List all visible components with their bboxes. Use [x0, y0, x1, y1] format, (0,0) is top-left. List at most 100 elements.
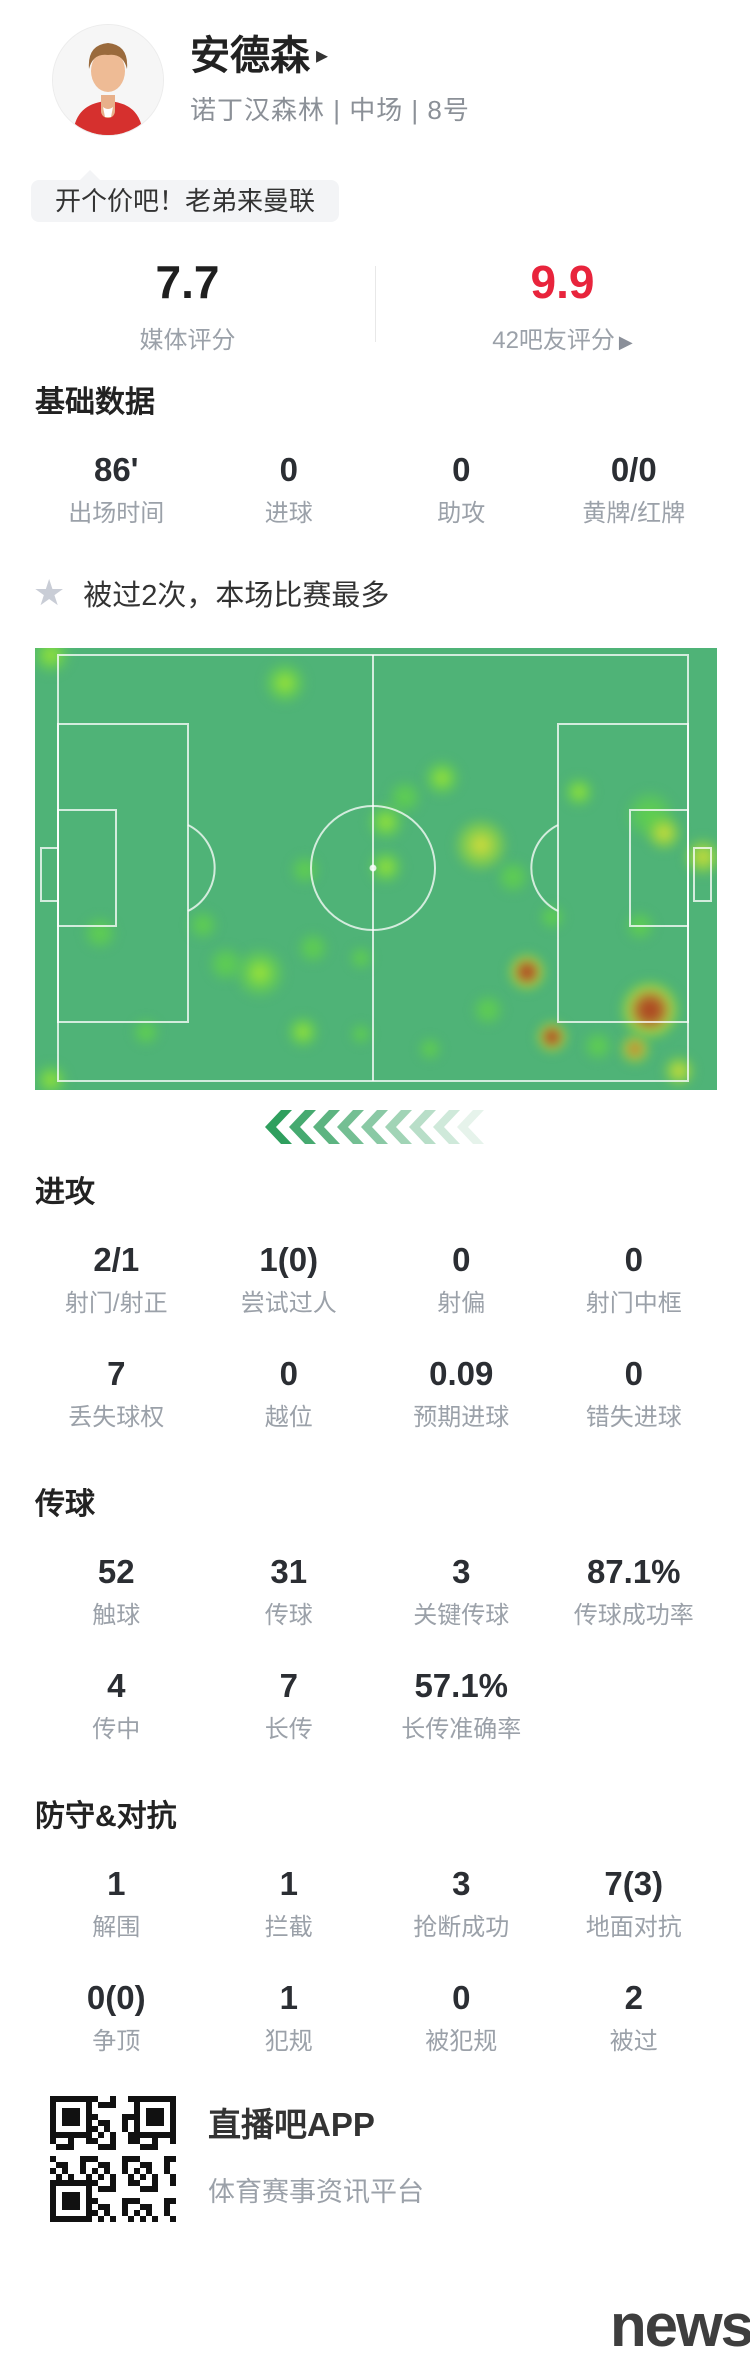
- passing-stats-row-2: 4 传中 7 长传 57.1% 长传准确率: [0, 1668, 750, 1744]
- stat-value: 0: [624, 1355, 643, 1392]
- app-meta: 直播吧APP 体育赛事资讯平台: [208, 2106, 424, 2209]
- heat-spot: [234, 946, 287, 999]
- section-title-passing: 传球: [35, 1488, 95, 1521]
- stat-label: 地面对抗: [585, 1914, 682, 1941]
- fans-rating-arrow-icon: ▶: [618, 332, 633, 352]
- stat-label: 犯规: [264, 2028, 313, 2055]
- heat-spot: [263, 660, 308, 705]
- stat-minutes: 86' 出场时间: [30, 452, 203, 528]
- stat-value: 0: [279, 451, 298, 488]
- stat-value: 57.1%: [414, 1667, 509, 1704]
- stat-value: 1(0): [259, 1241, 319, 1278]
- player-name-row[interactable]: 安德森 ▸: [190, 30, 470, 82]
- defense-stats-row-1: 1 解围 1 拦截 3 抢断成功 7(3) 地面对抗: [0, 1866, 750, 1942]
- name-expand-icon: ▸: [316, 42, 329, 69]
- stat-value: 2/1: [93, 1241, 140, 1278]
- stat-label: 错失进球: [585, 1404, 682, 1431]
- attack-stats-row-2: 7 丢失球权 0 越位 0.09 预期进球 0 错失进球: [0, 1356, 750, 1432]
- player-quote-bubble: 开个价吧！老弟来曼联: [31, 170, 340, 222]
- stat-label: 拦截: [264, 1914, 313, 1941]
- app-description: 体育赛事资讯平台: [208, 2177, 424, 2207]
- section-title-defense: 防守&对抗: [35, 1800, 177, 1833]
- stat-value: 0: [452, 1979, 471, 2016]
- heat-spot: [187, 910, 218, 941]
- stat-label: 长传准确率: [401, 1716, 522, 1743]
- highlight-text: 被过2次，本场比赛最多: [83, 580, 390, 612]
- app-qr-code: [50, 2096, 176, 2222]
- stat-label: 进球: [264, 500, 313, 527]
- stat-offsides: 0 越位: [203, 1356, 376, 1432]
- heat-spot: [349, 1022, 372, 1045]
- stat-fouls: 1 犯规: [203, 1980, 376, 2056]
- heat-spot: [423, 758, 462, 797]
- stat-woodwork: 0 射门中框: [548, 1242, 721, 1318]
- heat-spot: [563, 776, 596, 809]
- chevrons-left-icon: [265, 1110, 484, 1144]
- attack-direction-indicator: [0, 1110, 750, 1144]
- stat-value: 3: [452, 1865, 471, 1902]
- stat-label: 传球: [264, 1602, 313, 1629]
- stat-value: 87.1%: [586, 1553, 681, 1590]
- heat-spot: [207, 946, 244, 983]
- fans-rating-label-text: 42吧友评分: [492, 327, 615, 354]
- stat-label: 黄牌/红牌: [582, 500, 686, 527]
- stat-tackles-won: 3 抢断成功: [375, 1866, 548, 1942]
- stat-value: 31: [270, 1553, 308, 1590]
- app-name: 直播吧APP: [208, 2106, 375, 2143]
- stat-label: 被犯规: [425, 2028, 498, 2055]
- stat-value: 1: [279, 1865, 298, 1902]
- media-rating-label: 媒体评分: [139, 327, 236, 354]
- stat-ground-duels: 7(3) 地面对抗: [548, 1866, 721, 1942]
- heat-spot: [471, 993, 504, 1026]
- stat-label: 预期进球: [413, 1404, 510, 1431]
- stat-value: 52: [97, 1553, 135, 1590]
- star-icon: ★: [33, 572, 66, 613]
- stat-value: 1: [279, 1979, 298, 2016]
- stat-label: 射门中框: [585, 1290, 682, 1317]
- stat-cards: 0/0 黄牌/红牌: [548, 452, 721, 528]
- heat-spot: [290, 854, 321, 885]
- player-name: 安德森: [190, 34, 310, 78]
- stat-value: 7: [279, 1667, 298, 1704]
- stat-label: 丢失球权: [68, 1404, 165, 1431]
- stat-passes: 31 传球: [203, 1554, 376, 1630]
- stat-value: 0: [624, 1241, 643, 1278]
- news-watermark: news: [609, 2292, 750, 2359]
- stat-label: 射偏: [437, 1290, 486, 1317]
- heat-spot: [35, 1062, 68, 1090]
- stat-label: 触球: [92, 1602, 141, 1629]
- stat-aerial-duels: 0(0) 争顶: [30, 1980, 203, 2056]
- player-avatar[interactable]: [52, 24, 164, 136]
- fans-rating-value: 9.9: [530, 256, 595, 308]
- stat-value: 7: [107, 1355, 126, 1392]
- stat-goals: 0 进球: [203, 452, 376, 528]
- passing-stats-row-1: 52 触球 31 传球 3 关键传球 87.1% 传球成功率: [0, 1554, 750, 1630]
- ratings-divider: [375, 266, 376, 342]
- section-title-attack: 进攻: [35, 1176, 95, 1209]
- stat-missed-chances: 0 错失进球: [548, 1356, 721, 1432]
- stat-label: 助攻: [437, 500, 486, 527]
- media-rating-value: 7.7: [155, 256, 220, 308]
- stat-fouled: 0 被犯规: [375, 1980, 548, 2056]
- stat-value: 3: [452, 1553, 471, 1590]
- stat-possession-lost: 7 丢失球权: [30, 1356, 203, 1432]
- stat-long-balls: 7 长传: [203, 1668, 376, 1744]
- highlight-note: ★ 被过2次，本场比赛最多: [33, 572, 750, 613]
- stat-value: 1: [107, 1865, 126, 1902]
- stat-label: 争顶: [92, 2028, 141, 2055]
- fans-rating-label[interactable]: 42吧友评分 ▶: [375, 320, 750, 355]
- stat-value: 0/0: [610, 451, 657, 488]
- stat-value: 0(0): [86, 1979, 146, 2016]
- stat-xg: 0.09 预期进球: [375, 1356, 548, 1432]
- player-info: 安德森 ▸ 诺丁汉森林 | 中场 | 8号: [190, 24, 470, 127]
- heatmap-pitch: [35, 648, 717, 1090]
- stat-value: 0: [279, 1355, 298, 1392]
- player-team-line: 诺丁汉森林 | 中场 | 8号: [190, 95, 470, 125]
- section-title-basic: 基础数据: [35, 386, 155, 419]
- heat-spot: [82, 916, 117, 951]
- heat-spot: [297, 932, 330, 965]
- stat-value: 2: [624, 1979, 643, 2016]
- fans-rating[interactable]: 9.9 42吧友评分 ▶: [375, 256, 750, 354]
- stat-label: 越位: [264, 1404, 313, 1431]
- stat-label: 长传: [264, 1716, 313, 1743]
